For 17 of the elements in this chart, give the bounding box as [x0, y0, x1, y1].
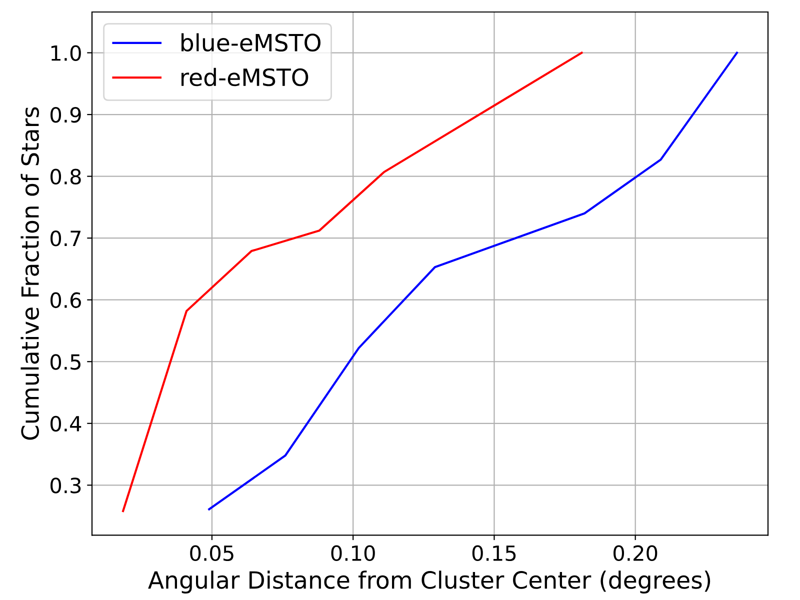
y-tick-label: 0.7	[50, 230, 80, 246]
line-series	[122, 52, 583, 512]
y-axis-title: Cumulative Fraction of Stars	[20, 107, 40, 440]
y-tick-label: 0.4	[50, 416, 82, 432]
x-tick-label: 0.20	[614, 545, 658, 562]
legend-label: blue-eMSTO	[182, 33, 320, 52]
y-tick-label: 0.9	[50, 106, 81, 123]
y-tick-label: 0.3	[50, 478, 81, 494]
x-axis-title: Angular Distance from Cluster Center (degrees)	[148, 570, 710, 594]
x-tick-label: 0.15	[472, 545, 516, 562]
y-tick-label: 0.8	[50, 168, 81, 185]
y-tick-label: 0.5	[50, 354, 80, 370]
x-tick-label: 0.05	[190, 545, 234, 562]
y-tick-label: 0.6	[50, 292, 81, 308]
x-tick-label: 0.10	[331, 545, 375, 562]
legend-label: red-eMSTO	[182, 68, 308, 86]
y-tick-label: 1.0	[51, 45, 81, 61]
